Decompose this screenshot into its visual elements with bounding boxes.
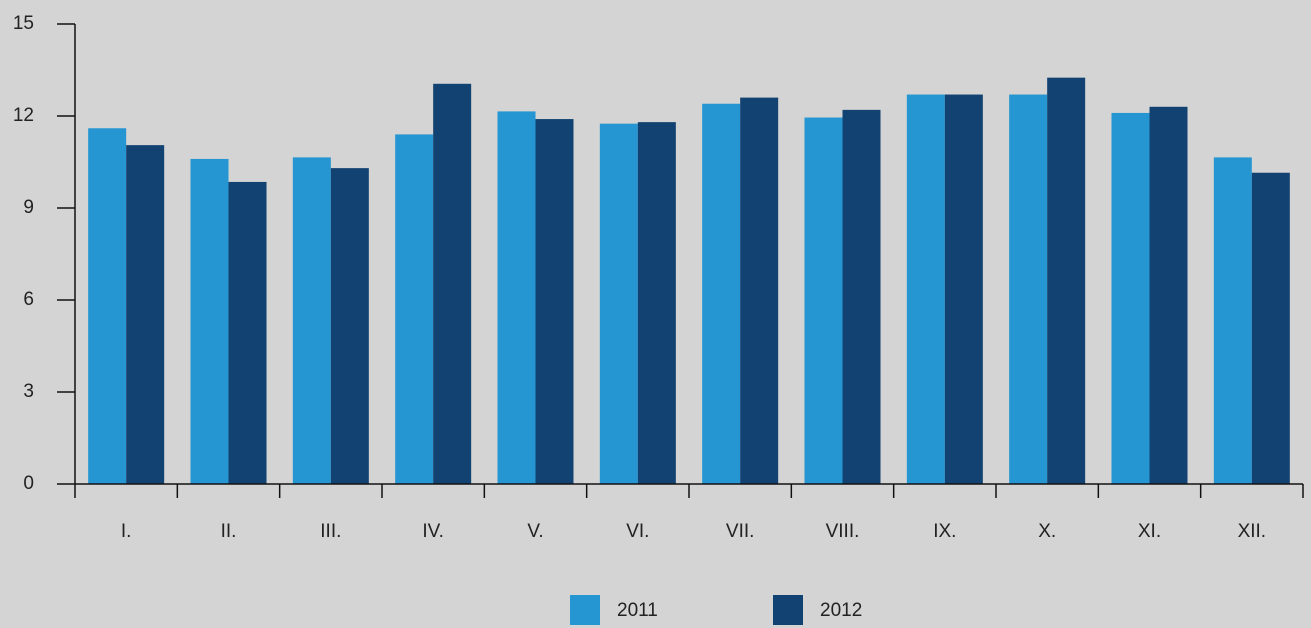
y-tick-label: 3 bbox=[23, 381, 34, 402]
y-tick-label: 12 bbox=[13, 105, 34, 126]
bar bbox=[906, 94, 945, 485]
y-tick-label: 9 bbox=[23, 197, 34, 218]
legend-swatch bbox=[773, 595, 803, 625]
bar bbox=[330, 168, 369, 484]
x-tick-label: VII. bbox=[726, 521, 755, 542]
x-tick-label: XII. bbox=[1238, 521, 1267, 542]
legend-swatch bbox=[570, 595, 600, 625]
bar bbox=[599, 123, 638, 485]
x-tick-label: IV. bbox=[422, 521, 444, 542]
x-tick-label: III. bbox=[320, 521, 341, 542]
bar bbox=[740, 97, 779, 484]
bar bbox=[433, 83, 472, 485]
x-tick-label: VI. bbox=[626, 521, 649, 542]
y-tick-label: 15 bbox=[13, 13, 34, 34]
bar bbox=[1213, 157, 1252, 484]
bar bbox=[497, 111, 536, 485]
y-tick-label: 6 bbox=[23, 289, 34, 310]
bar bbox=[1047, 77, 1086, 485]
x-tick-label: I. bbox=[121, 521, 132, 542]
bar bbox=[395, 134, 434, 484]
x-tick-label: VIII. bbox=[826, 521, 860, 542]
bar bbox=[1149, 106, 1188, 485]
bar bbox=[944, 94, 983, 485]
x-tick-label: IX. bbox=[933, 521, 956, 542]
bar bbox=[88, 128, 127, 484]
x-tick-label: X. bbox=[1038, 521, 1056, 542]
x-tick-label: II. bbox=[221, 521, 237, 542]
bar bbox=[637, 122, 676, 484]
bar bbox=[804, 117, 843, 485]
bar bbox=[1111, 112, 1150, 484]
x-tick-label: XI. bbox=[1138, 521, 1161, 542]
bar bbox=[190, 158, 229, 484]
bar bbox=[1009, 94, 1048, 485]
x-tick-label: V. bbox=[527, 521, 543, 542]
bar bbox=[535, 119, 574, 485]
y-tick-label: 0 bbox=[23, 473, 34, 494]
bar bbox=[292, 157, 331, 484]
bar bbox=[228, 181, 267, 484]
bar bbox=[702, 103, 741, 484]
legend-label: 2011 bbox=[617, 600, 658, 621]
legend-label: 2012 bbox=[820, 600, 862, 621]
bar bbox=[1251, 172, 1290, 484]
bar bbox=[126, 145, 165, 484]
bar bbox=[842, 109, 881, 484]
